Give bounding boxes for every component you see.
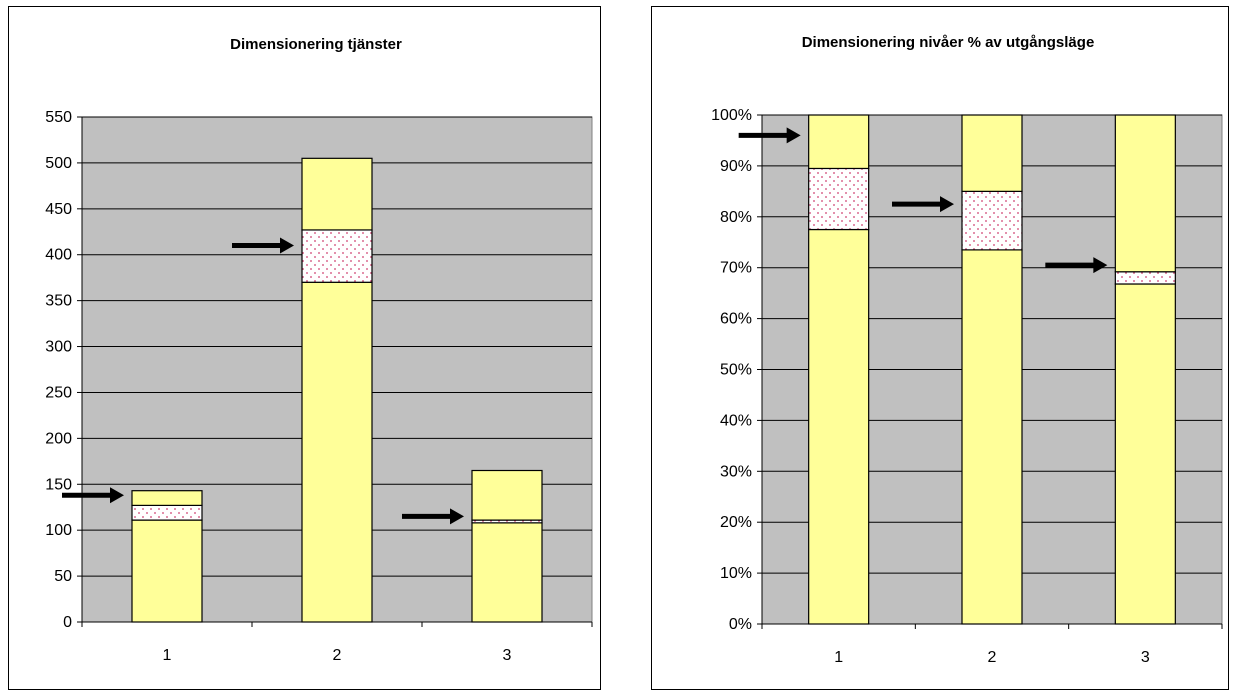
y-tick-label: 80% <box>720 209 752 226</box>
y-tick-label: 30% <box>720 463 752 480</box>
y-tick-label: 450 <box>45 201 72 218</box>
bar-segment-3 <box>301 157 373 231</box>
bar-segment-1 <box>131 519 203 623</box>
bar-segment-3 <box>961 114 1023 192</box>
x-tick-label: 1 <box>163 647 172 664</box>
y-tick-label: 70% <box>720 260 752 277</box>
bar-segment-3 <box>808 114 870 170</box>
y-tick-label: 400 <box>45 247 72 264</box>
x-tick-label: 3 <box>503 647 512 664</box>
y-tick-label: 200 <box>45 430 72 447</box>
y-tick-label: 90% <box>720 158 752 175</box>
arrow-head <box>110 487 124 504</box>
bar-segment-1 <box>301 281 373 623</box>
y-tick-label: 150 <box>45 476 72 493</box>
y-tick-label: 0% <box>729 616 752 633</box>
y-tick-label: 300 <box>45 339 72 356</box>
arrow-head <box>450 508 464 525</box>
chart-tjanster-svg: Dimensionering tjänster 0 50 100 150 200 250 3… <box>45 36 593 664</box>
y-tick-label: 60% <box>720 311 752 328</box>
y-tick-label: 500 <box>45 155 72 172</box>
bar-segment-3 <box>131 490 203 506</box>
bar-segment-3 <box>1114 114 1176 273</box>
y-tick-label: 0 <box>63 614 72 631</box>
y-tick-label: 350 <box>45 293 72 310</box>
chart-title: Dimensionering nivåer % av utgångsläge <box>802 34 1095 51</box>
chart-tjanster: Dimensionering tjänster 0 50 100 150 200 250 3… <box>8 6 601 690</box>
x-tick-label: 2 <box>333 647 342 664</box>
arrow-head <box>1093 257 1108 274</box>
x-tick-label: 3 <box>1141 649 1150 666</box>
y-tick-label: 250 <box>45 384 72 401</box>
bar-segment-2 <box>961 190 1023 251</box>
chart-nivaer-svg: Dimensionering nivåer % av utgångsläge 0… <box>711 34 1223 666</box>
x-tick-label: 2 <box>988 649 997 666</box>
y-tick-label: 50% <box>720 362 752 379</box>
y-tick-label: 100 <box>45 522 72 539</box>
chart-title: Dimensionering tjänster <box>230 36 402 53</box>
bar-segment-1 <box>961 249 1023 625</box>
arrow-head <box>786 127 801 144</box>
bar-segment-2 <box>1114 271 1176 285</box>
bar-segment-3 <box>471 469 543 521</box>
arrow-head <box>280 237 294 254</box>
chart-nivaer: Dimensionering nivåer % av utgångsläge 0… <box>651 6 1229 690</box>
bar-segment-1 <box>1114 283 1176 625</box>
bar-segment-2 <box>301 229 373 283</box>
y-tick-label: 50 <box>54 568 72 585</box>
bar-segment-1 <box>471 522 543 623</box>
y-tick-label: 10% <box>720 565 752 582</box>
x-tick-label: 1 <box>834 649 843 666</box>
y-tick-label: 550 <box>45 109 72 126</box>
bar-segment-2 <box>808 167 870 231</box>
bar-segment-2 <box>131 504 203 521</box>
arrow-head <box>940 196 954 213</box>
y-tick-label: 40% <box>720 412 752 429</box>
y-tick-label: 20% <box>720 514 752 531</box>
bar-segment-1 <box>808 228 870 625</box>
y-tick-label: 100% <box>711 107 752 124</box>
